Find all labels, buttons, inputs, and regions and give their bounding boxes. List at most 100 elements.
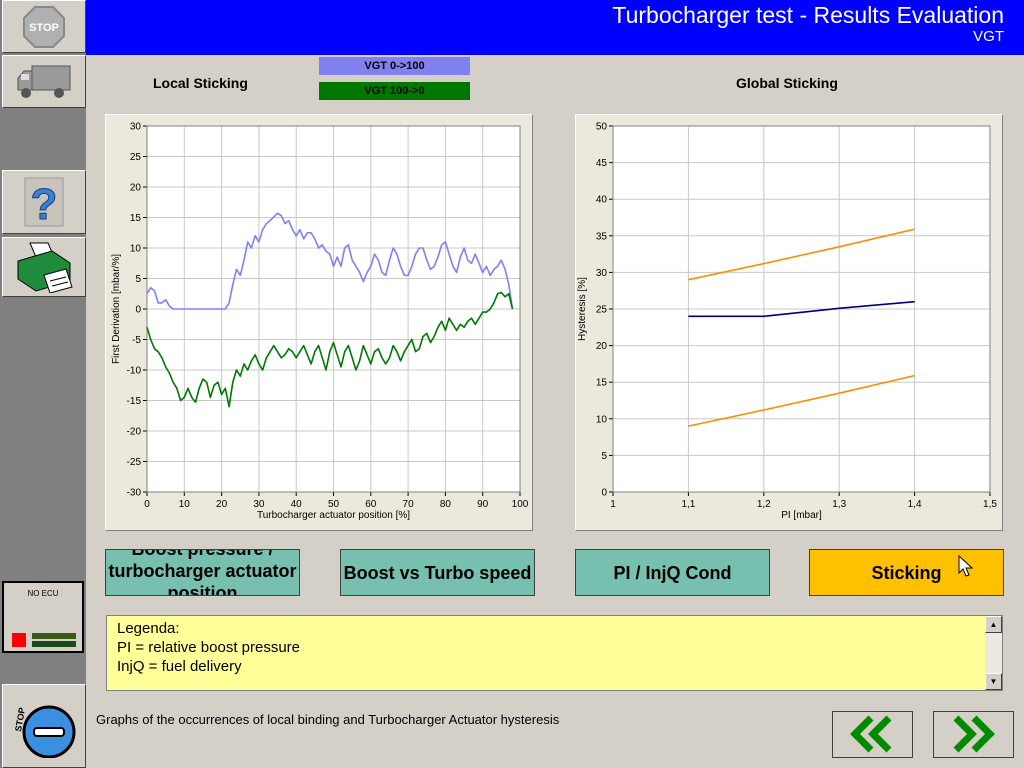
y-tick-label: 15 bbox=[596, 378, 608, 389]
page-title: Turbocharger test - Results Evaluation bbox=[612, 2, 1004, 28]
stop-sign-icon: STOP bbox=[23, 5, 65, 48]
legend-line: PI = relative boost pressure bbox=[117, 639, 301, 656]
y-axis-title: First Derivation [mbar/%] bbox=[111, 254, 122, 364]
y-tick-label: -5 bbox=[132, 335, 141, 346]
y-tick-label: 15 bbox=[130, 213, 142, 224]
x-tick-label: 20 bbox=[216, 499, 228, 510]
x-tick-label: 1,5 bbox=[983, 499, 997, 510]
sidebar: STOP ? NO ECU bbox=[0, 0, 86, 768]
y-tick-label: 25 bbox=[130, 152, 142, 163]
x-tick-label: 10 bbox=[179, 499, 191, 510]
x-tick-label: 100 bbox=[512, 499, 529, 510]
y-tick-label: 5 bbox=[601, 451, 607, 462]
printer-icon bbox=[17, 242, 73, 293]
tab-boost-vs-turbo-speed[interactable]: Boost vs Turbo speed bbox=[340, 549, 535, 596]
y-tick-label: 5 bbox=[135, 274, 141, 285]
y-tick-label: 25 bbox=[596, 305, 608, 316]
x-tick-label: 70 bbox=[403, 499, 415, 510]
y-tick-label: 10 bbox=[130, 244, 142, 255]
question-mark-icon: ? bbox=[24, 177, 64, 228]
stop-bottom-button[interactable]: STOP bbox=[2, 684, 86, 768]
scroll-down-icon[interactable]: ▼ bbox=[985, 673, 1002, 690]
vehicle-button[interactable] bbox=[2, 55, 86, 108]
double-chevron-left-icon bbox=[850, 715, 892, 753]
y-tick-label: -25 bbox=[127, 457, 142, 468]
tab-boost-pressure-label: Boost pressure / turbocharger actuator p… bbox=[108, 549, 297, 596]
tab-pi-injq-cond-label: PI / InjQ Cond bbox=[613, 562, 732, 583]
scroll-track[interactable] bbox=[985, 633, 1002, 673]
tab-boost-pressure[interactable]: Boost pressure / turbocharger actuator p… bbox=[105, 549, 300, 596]
ecu-status-label: NO ECU bbox=[27, 589, 59, 598]
series-line-2 bbox=[688, 300, 915, 318]
x-tick-label: 30 bbox=[253, 499, 265, 510]
ecu-bar-indicator bbox=[32, 641, 76, 647]
x-tick-label: 80 bbox=[440, 499, 452, 510]
ecu-status-panel: NO ECU bbox=[2, 581, 84, 653]
page-subtitle: VGT bbox=[973, 28, 1004, 45]
local-sticking-title: Local Sticking bbox=[153, 75, 248, 91]
x-tick-label: 1 bbox=[610, 499, 616, 510]
x-tick-label: 1,4 bbox=[908, 499, 922, 510]
y-tick-label: -10 bbox=[127, 366, 142, 377]
plot-border bbox=[612, 125, 991, 493]
next-button[interactable] bbox=[933, 711, 1014, 758]
x-tick-label: 40 bbox=[291, 499, 303, 510]
local-sticking-plot: 0 10 20 30 40 50 60 70 80 90 100302520151050-5-10-… bbox=[111, 122, 529, 522]
y-tick-label: 35 bbox=[596, 231, 608, 242]
x-tick-label: 50 bbox=[328, 499, 340, 510]
footer-description: Graphs of the occurrences of local bindi… bbox=[96, 712, 560, 727]
series-line-1 bbox=[688, 228, 915, 281]
y-tick-label: 0 bbox=[601, 488, 607, 499]
help-button[interactable]: ? bbox=[2, 170, 86, 234]
y-tick-label: 30 bbox=[130, 122, 142, 133]
tab-sticking-label: Sticking bbox=[871, 562, 942, 583]
svg-text:?: ? bbox=[31, 180, 58, 228]
x-axis-title: PI [mbar] bbox=[781, 510, 822, 521]
print-button[interactable] bbox=[2, 237, 86, 297]
stop-top-button[interactable]: STOP bbox=[2, 0, 86, 53]
legend-badge-vgt-0-100: VGT 0->100 bbox=[319, 57, 470, 75]
ecu-red-indicator bbox=[12, 633, 26, 647]
tab-pi-injq-cond[interactable]: PI / InjQ Cond bbox=[575, 549, 770, 596]
legend-line: InjQ = fuel delivery bbox=[117, 658, 242, 675]
svg-text:STOP: STOP bbox=[29, 22, 59, 34]
legend-text: Legenda: PI = relative boost pressure In… bbox=[117, 619, 300, 676]
x-tick-label: 1,2 bbox=[757, 499, 771, 510]
y-tick-label: 40 bbox=[596, 195, 608, 206]
x-tick-label: 0 bbox=[144, 499, 150, 510]
y-tick-label: -15 bbox=[127, 396, 142, 407]
mouse-cursor-icon bbox=[958, 555, 974, 577]
previous-button[interactable] bbox=[832, 711, 913, 758]
ecu-bar-indicator bbox=[32, 633, 76, 639]
y-tick-label: 30 bbox=[596, 268, 608, 279]
x-tick-label: 1,1 bbox=[681, 499, 695, 510]
y-tick-label: 20 bbox=[130, 183, 142, 194]
series-line-2 bbox=[146, 291, 514, 408]
svg-text:STOP: STOP bbox=[13, 707, 27, 733]
tab-sticking[interactable]: Sticking bbox=[809, 549, 1004, 596]
global-sticking-title: Global Sticking bbox=[736, 75, 838, 91]
y-tick-label: -30 bbox=[127, 488, 142, 499]
legend-badge-vgt-100-0: VGT 100->0 bbox=[319, 82, 470, 100]
x-tick-label: 60 bbox=[365, 499, 377, 510]
legend-line: Legenda: bbox=[117, 620, 180, 637]
legend-scrollbar[interactable]: ▲ ▼ bbox=[985, 616, 1002, 690]
x-tick-label: 1,3 bbox=[832, 499, 846, 510]
y-tick-label: 10 bbox=[596, 414, 608, 425]
y-tick-label: 0 bbox=[135, 305, 141, 316]
legend-text-box[interactable]: Legenda: PI = relative boost pressure In… bbox=[106, 615, 1003, 691]
x-axis-title: Turbocharger actuator position [%] bbox=[257, 510, 410, 521]
y-tick-label: 20 bbox=[596, 341, 608, 352]
x-tick-label: 90 bbox=[477, 499, 489, 510]
stop-round-icon: STOP bbox=[13, 705, 76, 758]
local-sticking-chart: 0 10 20 30 40 50 60 70 80 90 100 30 25 20 15 10 5 0 -5 -10-… bbox=[105, 114, 533, 531]
header-bar: Turbocharger test - Results Evaluation V… bbox=[86, 0, 1024, 55]
y-tick-label: -20 bbox=[127, 427, 142, 438]
series-line-1 bbox=[146, 212, 514, 310]
scroll-up-icon[interactable]: ▲ bbox=[985, 616, 1002, 633]
plot-border bbox=[146, 125, 521, 493]
y-tick-label: 50 bbox=[596, 122, 608, 133]
double-chevron-right-icon bbox=[953, 715, 995, 753]
series-line-3 bbox=[688, 374, 915, 427]
